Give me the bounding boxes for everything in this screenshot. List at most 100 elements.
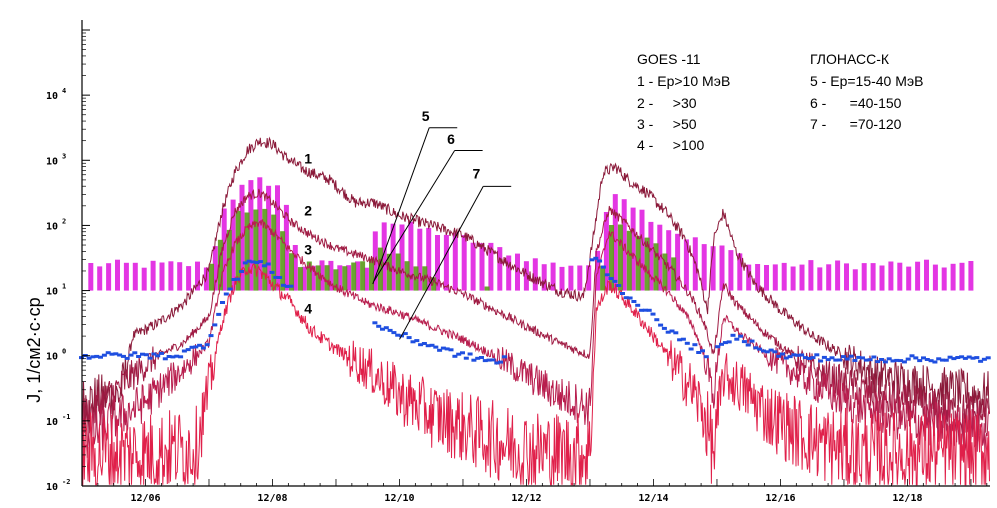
- series-7-point: [269, 270, 275, 274]
- series-7-point: [231, 278, 237, 281]
- series-7-point: [635, 303, 641, 307]
- bar-5: [488, 242, 494, 291]
- series-7-point: [894, 358, 900, 362]
- series-7-point: [98, 355, 103, 359]
- series-7-point: [871, 355, 877, 359]
- bar-6: [609, 225, 614, 291]
- series-7-point: [879, 358, 885, 361]
- bar-5: [852, 269, 858, 291]
- series-7-point: [494, 361, 500, 365]
- y-tick-label: 10: [46, 156, 58, 167]
- series-7-point: [680, 337, 686, 341]
- series-7-point: [212, 323, 218, 327]
- series-7-point: [456, 352, 462, 356]
- bar-5: [115, 259, 120, 291]
- series-7-point: [425, 344, 431, 348]
- series-7-point: [589, 258, 595, 262]
- series-7-point: [189, 345, 195, 349]
- series-7-point: [185, 348, 191, 352]
- series-7-point: [437, 348, 443, 352]
- series-7-point: [738, 334, 744, 338]
- callout-leader-6: [373, 150, 456, 282]
- bar-6: [386, 253, 392, 291]
- bar-5: [817, 267, 823, 291]
- bar-5: [924, 259, 929, 291]
- bar-6: [626, 230, 632, 291]
- bar-5: [968, 261, 974, 291]
- series-7-point: [387, 328, 393, 332]
- series-7-point: [791, 353, 797, 357]
- series-7-point: [174, 354, 180, 358]
- series-7-point: [631, 300, 637, 303]
- series-7-point: [608, 277, 614, 280]
- series-7-point: [101, 353, 107, 357]
- bar-5: [532, 258, 538, 291]
- bar-5: [123, 262, 129, 291]
- bar-5: [266, 185, 272, 291]
- series-7-point: [913, 356, 919, 360]
- bar-5: [630, 207, 636, 291]
- series-7-point: [433, 345, 439, 349]
- series-7-point: [162, 357, 168, 361]
- bar-5: [417, 228, 423, 291]
- series-7-point: [837, 358, 843, 362]
- bar-5: [701, 244, 707, 291]
- series-7-point: [962, 356, 968, 360]
- bar-5: [603, 212, 609, 291]
- series-7-point: [440, 346, 446, 350]
- bar-5: [310, 265, 316, 291]
- series-7-point: [928, 359, 934, 363]
- bar-5: [666, 230, 672, 291]
- bar-5: [337, 265, 343, 291]
- x-tick-label: 12/14: [638, 493, 668, 504]
- series-7-point: [959, 355, 965, 359]
- series-7-point: [208, 334, 214, 338]
- series-7-point: [600, 265, 606, 269]
- legend-goes-entry-2: 2 - >30: [637, 95, 697, 111]
- series-7-point: [726, 340, 732, 344]
- series-7-point: [597, 259, 603, 263]
- series-7-point: [719, 342, 724, 346]
- legend-goes-entry-4: 4 - >100: [637, 137, 705, 153]
- series-7-point: [776, 354, 782, 358]
- bar-6: [315, 265, 321, 291]
- series-7-point: [654, 318, 660, 322]
- series-7-point: [147, 356, 153, 360]
- series-7-point: [616, 284, 622, 287]
- y-tick-label: 10: [46, 482, 58, 493]
- bar-5: [888, 261, 894, 291]
- series-7-point: [806, 357, 812, 360]
- series-7-point: [132, 351, 138, 355]
- series-7-point: [105, 351, 111, 355]
- series-7-point: [974, 356, 980, 360]
- bar-5: [159, 262, 165, 291]
- bar-5: [550, 262, 556, 291]
- bar-5: [523, 261, 529, 291]
- series-7-point: [749, 339, 755, 343]
- bar-5: [221, 208, 227, 291]
- series-7-point: [86, 356, 92, 360]
- plot-area: [79, 136, 991, 487]
- series-7-point: [220, 301, 225, 304]
- series-7-point: [642, 308, 648, 312]
- bar-5: [97, 266, 103, 291]
- series-7-point: [94, 354, 100, 358]
- series-7-point: [909, 354, 915, 358]
- bar-5: [355, 261, 360, 291]
- series-7-point: [120, 354, 126, 358]
- series-7-point: [848, 354, 854, 358]
- series-7-point: [810, 356, 816, 360]
- series-line-4: [82, 262, 990, 487]
- callout-leader-5: [372, 127, 430, 285]
- bar-5: [808, 260, 814, 291]
- bar-6: [253, 209, 259, 291]
- curve-label-3: 3: [304, 242, 312, 258]
- curve-label-7: 7: [473, 166, 481, 182]
- series-7-point: [265, 262, 271, 266]
- y-tick-exponent: 2: [62, 217, 66, 225]
- series-7-point: [730, 333, 736, 337]
- bar-5: [479, 243, 485, 291]
- bar-5: [150, 260, 156, 291]
- series-7-point: [650, 312, 656, 316]
